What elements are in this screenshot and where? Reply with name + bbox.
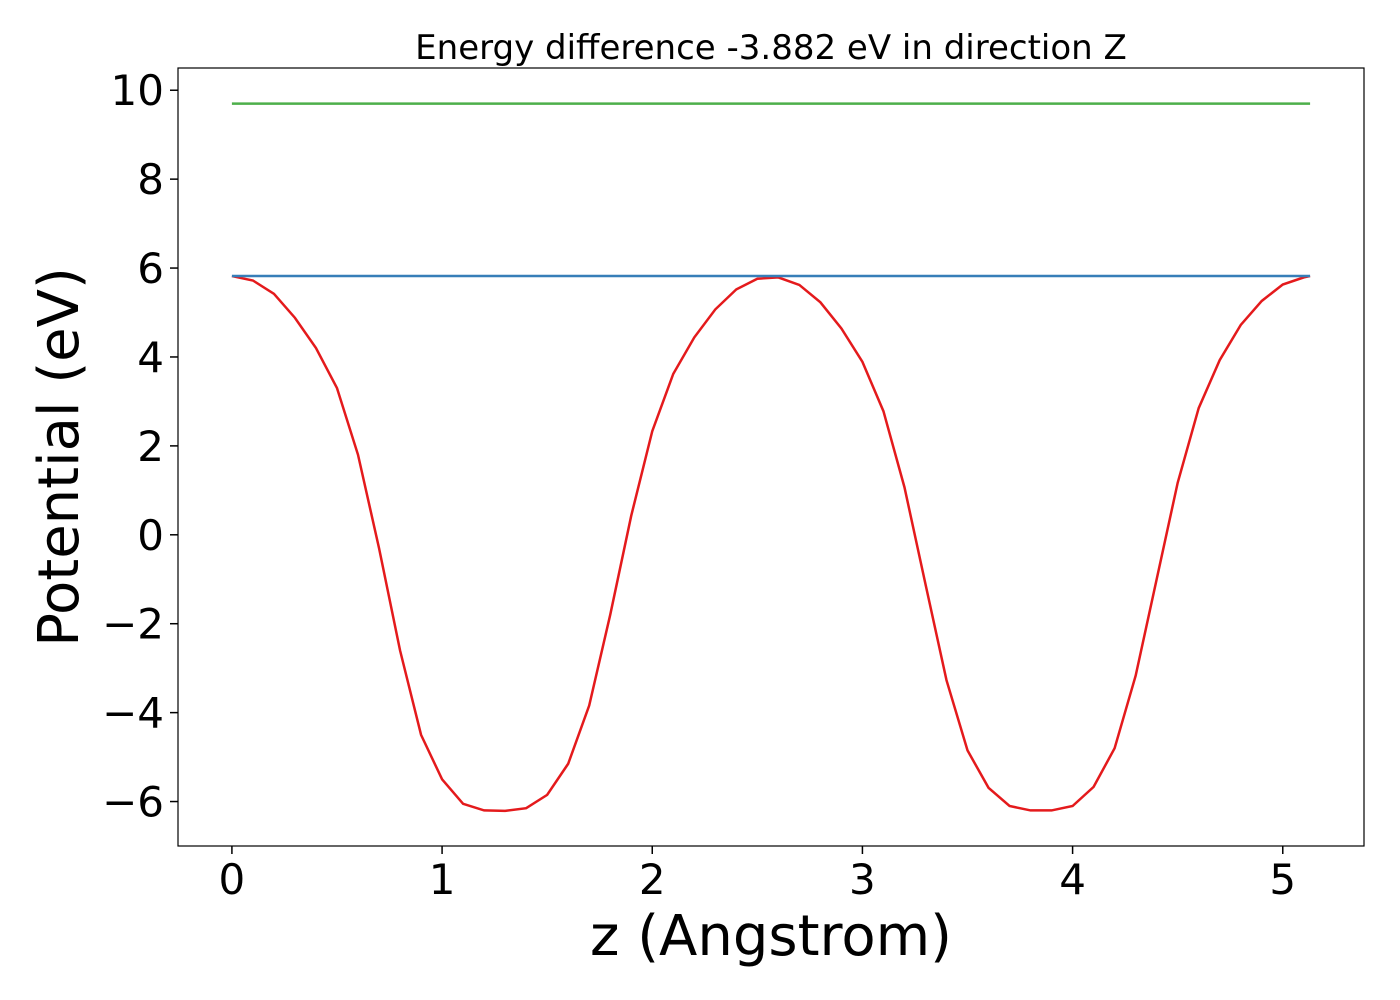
x-tick-label: 0 [219,855,246,904]
y-tick-label: 2 [137,422,164,471]
series-line [231,274,1311,813]
y-tick-label: −4 [102,689,164,738]
x-tick-label: 3 [849,855,876,904]
y-tick-label: −6 [102,778,164,827]
chart-title: Energy difference -3.882 eV in direction… [415,28,1127,68]
x-tick-label: 5 [1269,855,1296,904]
x-tick-label: 4 [1059,855,1086,904]
x-axis-label: z (Angstrom) [590,904,952,969]
y-tick-label: −2 [102,600,164,649]
y-tick-label: 6 [137,244,164,293]
plot-frame [177,67,1365,847]
y-axis-label: Potential (eV) [27,267,92,647]
y-tick-label: 4 [137,333,164,382]
y-tick-label: 0 [137,511,164,560]
x-tick-label: 1 [429,855,456,904]
y-tick-label: 10 [111,66,164,115]
y-tick-label: 8 [137,155,164,204]
x-tick-label: 2 [639,855,666,904]
